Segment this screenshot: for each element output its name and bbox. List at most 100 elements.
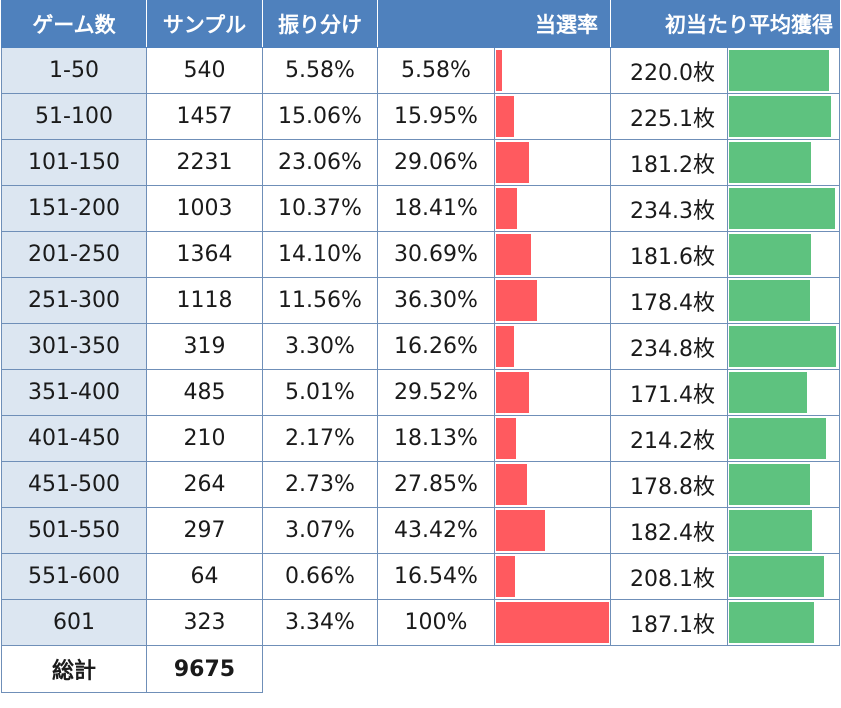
- win-rate-bar-cell: [494, 47, 611, 94]
- win-rate-bar: [496, 280, 537, 321]
- win-rate-cell: 36.30%: [377, 277, 495, 324]
- average-gain-cell: 182.4枚: [610, 507, 728, 554]
- table-body: 1-50 540 5.58% 5.58% 220.0枚 51-100 1457 15.06% 1…: [1, 47, 840, 646]
- average-gain-bar-cell: [727, 553, 840, 600]
- win-rate-bar: [496, 372, 529, 413]
- win-rate-bar: [496, 96, 514, 137]
- win-rate-bar: [496, 556, 515, 597]
- game-range-cell: 401-450: [1, 415, 147, 462]
- win-rate-cell: 29.52%: [377, 369, 495, 416]
- sample-cell: 1457: [146, 93, 263, 140]
- ratio-cell: 3.34%: [262, 599, 378, 646]
- total-sample: 9675: [146, 645, 263, 693]
- win-rate-bar-cell: [494, 139, 611, 186]
- average-gain-bar: [729, 372, 807, 413]
- game-range-cell: 601: [1, 599, 147, 646]
- average-gain-cell: 234.3枚: [610, 185, 728, 232]
- sample-cell: 1118: [146, 277, 263, 324]
- average-gain-bar: [729, 418, 826, 459]
- ratio-cell: 15.06%: [262, 93, 378, 140]
- win-rate-bar: [496, 510, 545, 551]
- table-row: 251-300 1118 11.56% 36.30% 178.4枚: [1, 277, 840, 324]
- win-rate-bar-cell: [494, 93, 611, 140]
- average-gain-bar: [729, 234, 811, 275]
- game-range-cell: 101-150: [1, 139, 147, 186]
- game-count-stats-table: ゲーム数 サンプル 振り分け 当選率 初当たり平均獲得 1-50 540 5.58%…: [1, 0, 840, 693]
- sample-cell: 319: [146, 323, 263, 370]
- average-gain-bar: [729, 142, 811, 183]
- table-row: 301-350 319 3.30% 16.26% 234.8枚: [1, 323, 840, 370]
- table-row: 1-50 540 5.58% 5.58% 220.0枚: [1, 47, 840, 94]
- average-gain-bar-cell: [727, 277, 840, 324]
- game-range-cell: 351-400: [1, 369, 147, 416]
- header-sample: サンプル: [146, 0, 263, 48]
- table-row: 351-400 485 5.01% 29.52% 171.4枚: [1, 369, 840, 416]
- game-range-cell: 301-350: [1, 323, 147, 370]
- ratio-cell: 0.66%: [262, 553, 378, 600]
- win-rate-cell: 18.41%: [377, 185, 495, 232]
- table-row: 51-100 1457 15.06% 15.95% 225.1枚: [1, 93, 840, 140]
- header-game-count: ゲーム数: [1, 0, 147, 48]
- average-gain-cell: 234.8枚: [610, 323, 728, 370]
- ratio-cell: 2.17%: [262, 415, 378, 462]
- average-gain-bar: [729, 602, 814, 643]
- header-average-gain: 初当たり平均獲得: [610, 0, 840, 48]
- average-gain-cell: 181.2枚: [610, 139, 728, 186]
- average-gain-bar-cell: [727, 415, 840, 462]
- win-rate-cell: 100%: [377, 599, 495, 646]
- average-gain-bar-cell: [727, 507, 840, 554]
- sample-cell: 1003: [146, 185, 263, 232]
- win-rate-cell: 27.85%: [377, 461, 495, 508]
- average-gain-cell: 178.8枚: [610, 461, 728, 508]
- table-row: 101-150 2231 23.06% 29.06% 181.2枚: [1, 139, 840, 186]
- sample-cell: 210: [146, 415, 263, 462]
- average-gain-bar-cell: [727, 369, 840, 416]
- table-row: 401-450 210 2.17% 18.13% 214.2枚: [1, 415, 840, 462]
- average-gain-bar-cell: [727, 323, 840, 370]
- average-gain-bar-cell: [727, 139, 840, 186]
- table-row: 601 323 3.34% 100% 187.1枚: [1, 599, 840, 646]
- win-rate-bar-cell: [494, 553, 611, 600]
- win-rate-bar: [496, 418, 516, 459]
- ratio-cell: 5.01%: [262, 369, 378, 416]
- average-gain-cell: 181.6枚: [610, 231, 728, 278]
- average-gain-bar-cell: [727, 461, 840, 508]
- win-rate-cell: 16.26%: [377, 323, 495, 370]
- win-rate-bar: [496, 234, 531, 275]
- sample-cell: 2231: [146, 139, 263, 186]
- sample-cell: 64: [146, 553, 263, 600]
- game-range-cell: 201-250: [1, 231, 147, 278]
- average-gain-bar: [729, 464, 810, 505]
- total-blank: [263, 646, 840, 693]
- ratio-cell: 10.37%: [262, 185, 378, 232]
- average-gain-bar: [729, 50, 829, 91]
- table-row: 151-200 1003 10.37% 18.41% 234.3枚: [1, 185, 840, 232]
- average-gain-cell: 187.1枚: [610, 599, 728, 646]
- game-range-cell: 551-600: [1, 553, 147, 600]
- average-gain-cell: 178.4枚: [610, 277, 728, 324]
- win-rate-cell: 5.58%: [377, 47, 495, 94]
- average-gain-bar: [729, 510, 812, 551]
- win-rate-bar-cell: [494, 599, 611, 646]
- average-gain-bar-cell: [727, 185, 840, 232]
- average-gain-bar: [729, 326, 836, 367]
- sample-cell: 297: [146, 507, 263, 554]
- win-rate-cell: 16.54%: [377, 553, 495, 600]
- sample-cell: 264: [146, 461, 263, 508]
- header-row: ゲーム数 サンプル 振り分け 当選率 初当たり平均獲得: [1, 0, 840, 48]
- table-row: 201-250 1364 14.10% 30.69% 181.6枚: [1, 231, 840, 278]
- sample-cell: 485: [146, 369, 263, 416]
- win-rate-bar: [496, 326, 514, 367]
- win-rate-bar-cell: [494, 231, 611, 278]
- win-rate-bar-cell: [494, 185, 611, 232]
- ratio-cell: 11.56%: [262, 277, 378, 324]
- average-gain-bar: [729, 556, 824, 597]
- total-label: 総計: [1, 645, 147, 693]
- game-range-cell: 501-550: [1, 507, 147, 554]
- win-rate-bar: [496, 188, 517, 229]
- ratio-cell: 3.07%: [262, 507, 378, 554]
- win-rate-bar-cell: [494, 369, 611, 416]
- win-rate-bar-cell: [494, 277, 611, 324]
- ratio-cell: 14.10%: [262, 231, 378, 278]
- ratio-cell: 2.73%: [262, 461, 378, 508]
